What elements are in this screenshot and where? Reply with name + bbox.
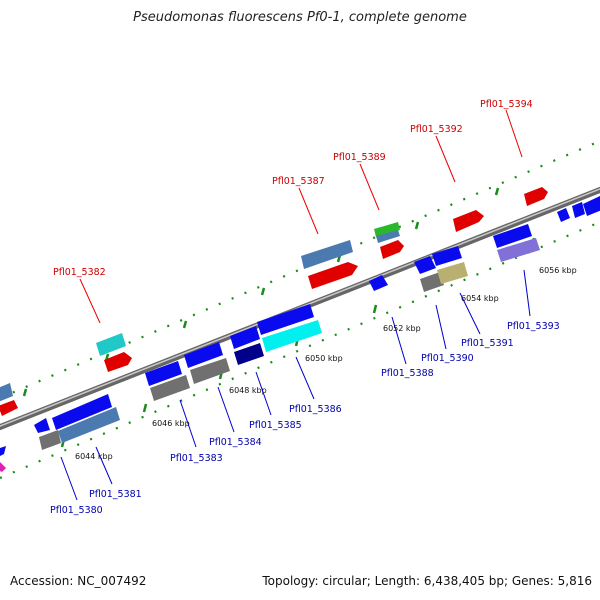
gene-arrow — [39, 430, 61, 450]
gene-arrow — [184, 342, 223, 368]
gene-label-reverse: Pfl01_5384 — [209, 437, 262, 448]
gene-arrow — [572, 202, 585, 218]
tick-label: 6052 kbp — [383, 324, 421, 333]
gene-arrow — [369, 275, 388, 291]
gene-label-forward: Pfl01_5382 — [53, 267, 106, 278]
gene-arrow — [420, 272, 444, 292]
gene-arrow — [34, 418, 50, 433]
gene-label-forward: Pfl01_5389 — [333, 152, 386, 163]
gene-arrow — [190, 358, 230, 384]
gene-label-forward: Pfl01_5394 — [480, 99, 533, 110]
gene-arrow — [104, 352, 132, 372]
gene-arrow — [437, 262, 468, 284]
gene-arrow — [262, 320, 322, 352]
tick-label: 6048 kbp — [229, 386, 267, 395]
gene-arrow — [0, 446, 6, 456]
gene-label-reverse: Pfl01_5380 — [50, 505, 103, 516]
topology-text: Topology: circular; Length: 6,438,405 bp… — [262, 574, 592, 588]
gene-label-reverse: Pfl01_5388 — [381, 368, 434, 379]
accession-text: Accession: NC_007492 — [10, 574, 147, 588]
gene-arrow — [380, 240, 404, 259]
map-title: Pseudomonas fluorescens Pf0-1, complete … — [133, 10, 467, 25]
forward-ticks — [22, 187, 500, 397]
gene-arrow — [0, 462, 6, 472]
gene-arrow — [432, 246, 462, 266]
forward-genes — [0, 187, 548, 416]
tick-label: 6046 kbp — [152, 419, 190, 428]
gene-arrow — [52, 394, 112, 430]
gene-label-forward: Pfl01_5387 — [272, 176, 325, 187]
gene-arrow — [96, 333, 126, 356]
gene-arrow — [414, 256, 436, 274]
gene-label-reverse: Pfl01_5381 — [89, 489, 142, 500]
gene-label-reverse: Pfl01_5385 — [249, 420, 302, 431]
gene-arrow — [453, 210, 484, 232]
gene-arrow — [524, 187, 548, 206]
gene-arrow — [145, 361, 182, 386]
tick-label: 6050 kbp — [305, 354, 343, 363]
gene-arrow — [230, 326, 260, 349]
tick-label: 6056 kbp — [539, 266, 577, 275]
tick-label: 6044 kbp — [75, 452, 113, 461]
gene-label-forward: Pfl01_5392 — [410, 124, 463, 135]
gene-arrow — [0, 400, 18, 416]
gene-arrow — [234, 343, 264, 365]
gene-label-reverse: Pfl01_5386 — [289, 404, 342, 415]
gene-label-reverse: Pfl01_5383 — [170, 453, 223, 464]
gene-arrow — [493, 224, 532, 248]
reverse-genes — [0, 196, 600, 472]
gene-arrow — [583, 196, 600, 216]
reverse-label-leaders — [60, 269, 531, 501]
gene-arrow — [557, 208, 570, 222]
gene-arrow — [0, 383, 13, 402]
gene-arrow — [58, 407, 120, 443]
gene-arrow — [374, 222, 400, 237]
forward-label-leaders — [79, 109, 523, 324]
gene-arrow — [308, 262, 358, 289]
gene-arrow — [257, 304, 314, 335]
gene-arrow — [497, 238, 540, 262]
tick-label: 6054 kbp — [461, 294, 499, 303]
gene-label-reverse: Pfl01_5393 — [507, 321, 560, 332]
gene-arrow — [301, 240, 353, 269]
gene-arrow — [376, 230, 400, 243]
gene-label-reverse: Pfl01_5390 — [421, 353, 474, 364]
reverse-guide-line — [0, 220, 600, 480]
gene-arrow — [150, 375, 190, 401]
gene-label-reverse: Pfl01_5391 — [461, 338, 514, 349]
